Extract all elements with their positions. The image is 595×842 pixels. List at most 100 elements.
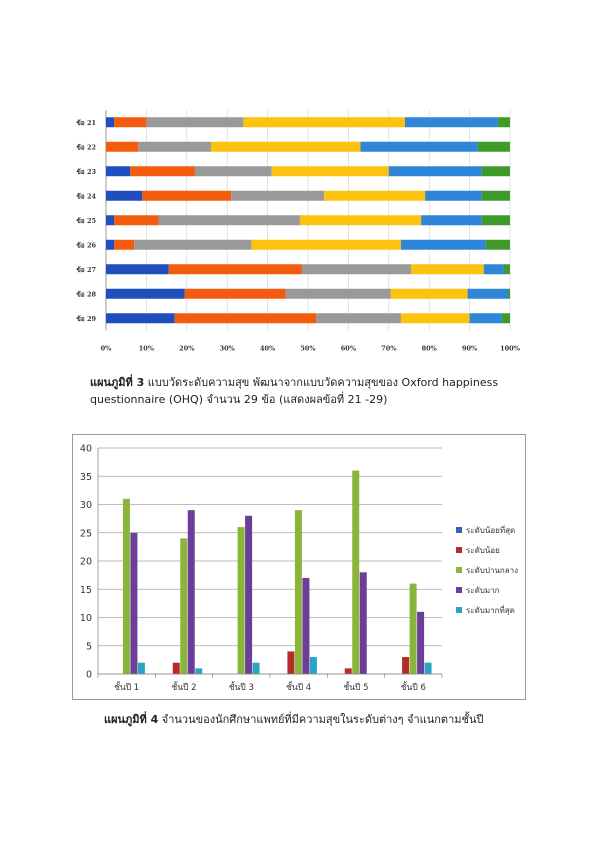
bar-segment <box>483 264 504 275</box>
x-tick-label: 100% <box>500 345 521 353</box>
y-tick-label: 25 <box>80 528 92 539</box>
bar <box>402 657 410 674</box>
category-label: ชั้นปี 4 <box>286 681 311 693</box>
y-tick-label: 30 <box>80 500 92 511</box>
x-tick-label: 0% <box>101 345 113 353</box>
bar-segment <box>425 190 482 201</box>
bar-segment <box>481 215 510 226</box>
legend-swatch <box>456 587 462 593</box>
y-tick-label: 5 <box>86 641 92 652</box>
bar-segment <box>411 264 484 275</box>
category-label: ข้อ 21 <box>76 118 96 127</box>
x-tick-label: 50% <box>300 345 316 353</box>
bar-segment <box>114 239 135 250</box>
y-tick-label: 10 <box>80 613 92 624</box>
bar-segment <box>106 313 175 324</box>
bar-segment <box>467 288 508 299</box>
bar <box>409 583 417 674</box>
category-label: ชั้นปี 2 <box>171 681 196 693</box>
x-tick-label: 30% <box>220 345 236 353</box>
figure-3-caption: แผนภูมิที่ 3 แบบวัดระดับความสุข พัฒนาจาก… <box>90 374 560 408</box>
category-label: ข้อ 29 <box>76 314 96 323</box>
category-label: ข้อ 28 <box>76 289 96 298</box>
category-label: ชั้นปี 1 <box>114 681 139 693</box>
bar <box>417 611 425 674</box>
clustered-bar-chart: 0 5 10 15 20 25 30 35 40 ชั้นปี 1 ชั้นปี 2 ชั้นปี 3… <box>72 434 526 700</box>
bar-segment <box>400 239 486 250</box>
bar <box>245 515 253 674</box>
figure-4-label: แผนภูมิที่ 4 <box>104 713 159 726</box>
category-label: ข้อ 27 <box>76 265 96 274</box>
bar-segment <box>243 117 405 128</box>
bar-segment <box>194 166 272 177</box>
bar <box>294 510 302 674</box>
bar <box>359 572 367 674</box>
category-label: ข้อ 26 <box>76 240 96 249</box>
bar-segment <box>142 190 232 201</box>
legend-label: ระดับปานกลาง <box>466 566 518 575</box>
figure-3-text: แบบวัดระดับความสุข พัฒนาจากแบบวัดความสุข… <box>90 376 499 406</box>
bar-segment <box>158 215 300 226</box>
legend-swatch <box>456 547 462 553</box>
category-label: ข้อ 25 <box>76 216 96 225</box>
bar-segment <box>114 117 147 128</box>
stacked-bar-chart: 0% 10% 20% 30% 40% 50% 60% 70% 80% 90% 100% ข้อ 21 ข… <box>76 110 521 353</box>
bar-segment <box>168 264 302 275</box>
bar-segment <box>299 215 422 226</box>
category-label: ชั้นปี 5 <box>343 681 368 693</box>
bar-segment <box>106 190 143 201</box>
bar <box>122 498 130 674</box>
bar <box>195 668 203 674</box>
legend-label: ระดับมาก <box>466 586 500 595</box>
bar <box>309 657 317 674</box>
bar-segment <box>211 141 361 152</box>
bar-segment <box>501 313 510 324</box>
category-label: ข้อ 24 <box>76 191 96 200</box>
legend-swatch <box>456 527 462 533</box>
bar <box>302 577 310 674</box>
y-tick-label: 35 <box>80 472 92 483</box>
bar-segment <box>421 215 482 226</box>
bar-segment <box>138 141 212 152</box>
bar <box>352 470 360 674</box>
bar-segment <box>146 117 244 128</box>
category-label: ข้อ 22 <box>76 142 96 151</box>
y-tick-label: 20 <box>80 557 92 568</box>
bar-segment <box>404 117 498 128</box>
category-label: ชั้นปี 6 <box>401 681 426 693</box>
x-tick-label: 10% <box>139 345 155 353</box>
legend-label: ระดับน้อยที่สุด <box>466 524 515 535</box>
legend-swatch <box>456 607 462 613</box>
bar-segment <box>106 215 115 226</box>
bar-segment <box>106 117 115 128</box>
bar-segment <box>174 313 317 324</box>
bar-segment <box>271 166 389 177</box>
bar-segment <box>106 264 169 275</box>
x-tick-label: 80% <box>422 345 438 353</box>
bar <box>424 662 432 674</box>
x-tick-label: 40% <box>260 345 276 353</box>
bar-segment <box>481 190 510 201</box>
bar-segment <box>231 190 325 201</box>
bar-segment <box>360 141 478 152</box>
figure-4-text: จำนวนของนักศึกษาแพทย์ที่มีความสุขในระดับ… <box>158 713 484 726</box>
bar-segment <box>497 117 510 128</box>
x-tick-label: 90% <box>462 345 478 353</box>
bar <box>344 668 352 674</box>
bar-segment <box>400 313 470 324</box>
y-tick-label: 15 <box>80 585 92 596</box>
bar-segment <box>251 239 401 250</box>
bar-segment <box>106 141 139 152</box>
bar-segment <box>507 288 510 299</box>
bar-segment <box>469 313 502 324</box>
x-tick-label: 70% <box>381 345 397 353</box>
bar <box>172 662 180 674</box>
figure-3-label: แผนภูมิที่ 3 <box>90 376 145 389</box>
bar <box>137 662 145 674</box>
category-label: ข้อ 23 <box>76 167 96 176</box>
bar-segment <box>106 288 185 299</box>
bar-segment <box>134 239 252 250</box>
bar <box>287 651 295 674</box>
bar-segment <box>114 215 159 226</box>
bar-segment <box>390 288 468 299</box>
